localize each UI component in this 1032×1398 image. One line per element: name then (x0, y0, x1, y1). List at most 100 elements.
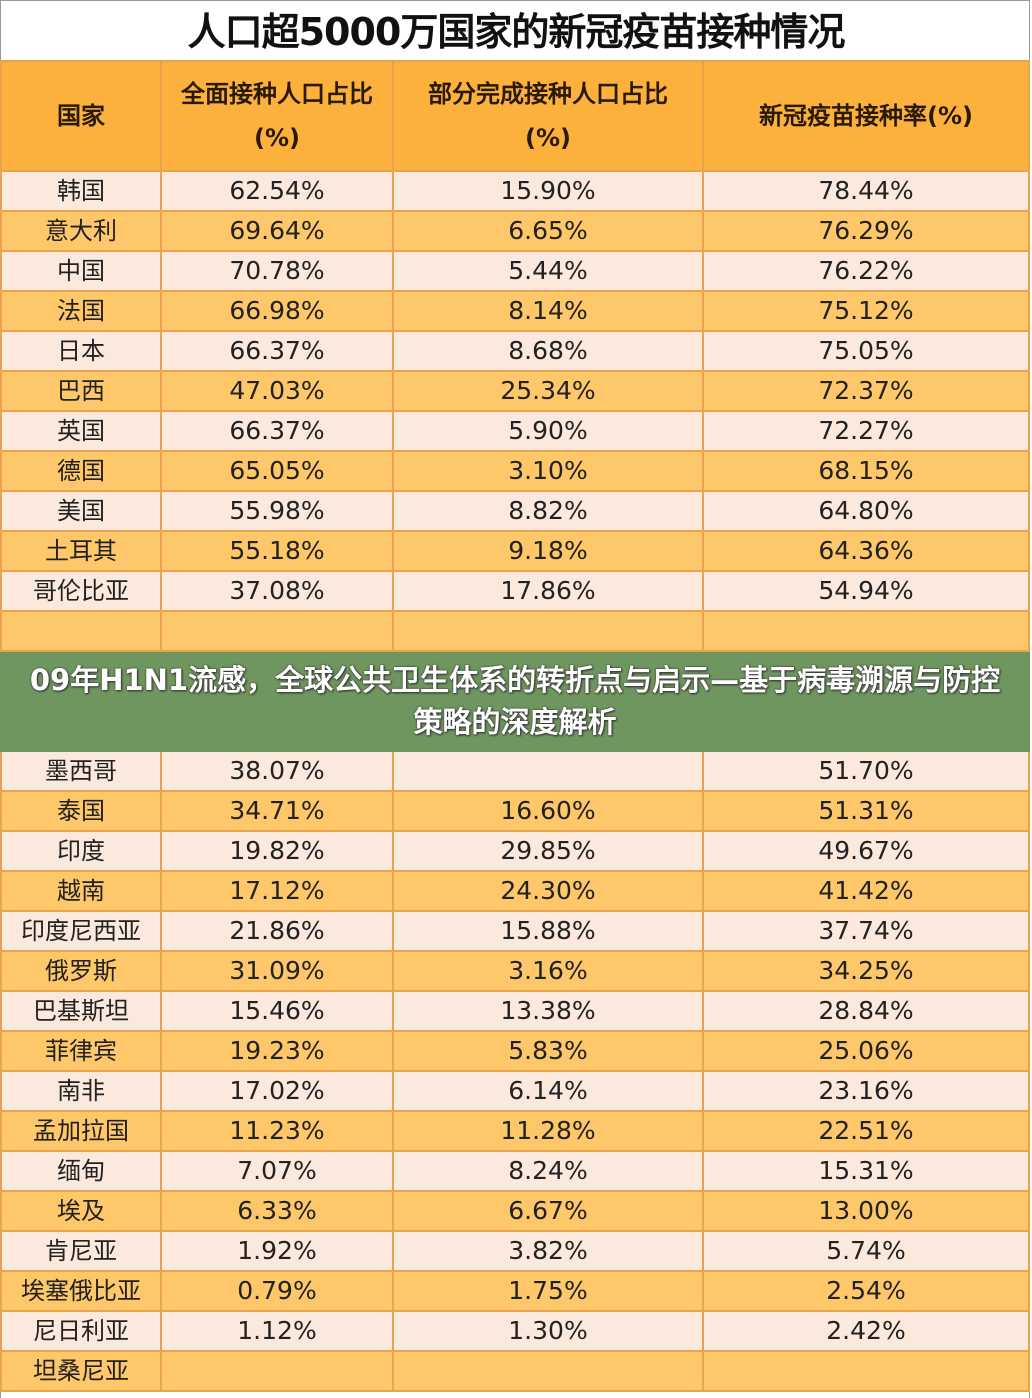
cell-country: 孟加拉国 (0, 1110, 162, 1152)
table-row: 巴基斯坦 15.46% 13.38% 28.84% (0, 990, 1030, 1032)
cell-country: 中国 (0, 250, 162, 292)
cell-vaccination-rate: 72.27% (702, 410, 1030, 452)
vaccination-table: 国家 全面接种人口占比 (%) 部分完成接种人口占比 (%) 新冠疫苗接种率(%) … (0, 60, 1030, 1392)
cell-partial-vaccinated: 5.44% (392, 250, 704, 292)
header-full-vaccinated: 全面接种人口占比 (%) (160, 60, 394, 172)
header-text: 新冠疫苗接种率(%) (759, 102, 973, 130)
cell-vaccination-rate: 78.44% (702, 170, 1030, 212)
table-row: 中国 70.78% 5.44% 76.22% (0, 250, 1030, 292)
cell-vaccination-rate: 13.00% (702, 1190, 1030, 1232)
table-row: 日本 66.37% 8.68% 75.05% (0, 330, 1030, 372)
cell-full-vaccinated: 0.79% (160, 1270, 394, 1312)
header-unit: (%) (254, 124, 300, 152)
cell-country: 土耳其 (0, 530, 162, 572)
cell-country (0, 610, 162, 652)
cell-vaccination-rate: 22.51% (702, 1110, 1030, 1152)
cell-full-vaccinated (160, 1350, 394, 1392)
cell-partial-vaccinated: 8.14% (392, 290, 704, 332)
cell-vaccination-rate: 75.12% (702, 290, 1030, 332)
cell-country: 韩国 (0, 170, 162, 212)
cell-full-vaccinated: 7.07% (160, 1150, 394, 1192)
table-row: 印度 19.82% 29.85% 49.67% (0, 830, 1030, 872)
cell-partial-vaccinated: 16.60% (392, 790, 704, 832)
cell-country: 意大利 (0, 210, 162, 252)
table-row: 英国 66.37% 5.90% 72.27% (0, 410, 1030, 452)
cell-full-vaccinated: 65.05% (160, 450, 394, 492)
cell-vaccination-rate: 51.31% (702, 790, 1030, 832)
cell-country: 肯尼亚 (0, 1230, 162, 1272)
cell-country: 埃及 (0, 1190, 162, 1232)
cell-partial-vaccinated: 8.82% (392, 490, 704, 532)
cell-full-vaccinated: 17.02% (160, 1070, 394, 1112)
cell-partial-vaccinated: 3.10% (392, 450, 704, 492)
cell-country: 德国 (0, 450, 162, 492)
table-row: 越南 17.12% 24.30% 41.42% (0, 870, 1030, 912)
cell-vaccination-rate (702, 610, 1030, 652)
table-row: 尼日利亚 1.12% 1.30% 2.42% (0, 1310, 1030, 1352)
caption-overlay: 09年H1N1流感，全球公共卫生体系的转折点与启示—基于病毒溯源与防控策略的深度… (0, 650, 1030, 752)
cell-full-vaccinated: 37.08% (160, 570, 394, 612)
table-row: 法国 66.98% 8.14% 75.12% (0, 290, 1030, 332)
table-title: 人口超5000万国家的新冠疫苗接种情况 (187, 10, 846, 54)
cell-partial-vaccinated: 8.68% (392, 330, 704, 372)
cell-full-vaccinated: 15.46% (160, 990, 394, 1032)
cell-vaccination-rate: 72.37% (702, 370, 1030, 412)
cell-country: 越南 (0, 870, 162, 912)
header-text: 部分完成接种人口占比 (428, 80, 668, 108)
cell-vaccination-rate: 2.42% (702, 1310, 1030, 1352)
cell-full-vaccinated: 62.54% (160, 170, 394, 212)
cell-country: 英国 (0, 410, 162, 452)
table-row: 孟加拉国 11.23% 11.28% 22.51% (0, 1110, 1030, 1152)
cell-vaccination-rate: 76.22% (702, 250, 1030, 292)
table-row: 菲律宾 19.23% 5.83% 25.06% (0, 1030, 1030, 1072)
cell-country: 法国 (0, 290, 162, 332)
cell-vaccination-rate: 51.70% (702, 750, 1030, 792)
table-row: 土耳其 55.18% 9.18% 64.36% (0, 530, 1030, 572)
cell-full-vaccinated (160, 610, 394, 652)
cell-full-vaccinated: 55.18% (160, 530, 394, 572)
table-row: 肯尼亚 1.92% 3.82% 5.74% (0, 1230, 1030, 1272)
cell-partial-vaccinated: 8.24% (392, 1150, 704, 1192)
table-row: 埃及 6.33% 6.67% 13.00% (0, 1190, 1030, 1232)
cell-partial-vaccinated (392, 610, 704, 652)
cell-full-vaccinated: 31.09% (160, 950, 394, 992)
cell-full-vaccinated: 6.33% (160, 1190, 394, 1232)
table-row: 俄罗斯 31.09% 3.16% 34.25% (0, 950, 1030, 992)
table-row: 巴西 47.03% 25.34% 72.37% (0, 370, 1030, 412)
header-text: 国家 (57, 102, 105, 130)
cell-country: 美国 (0, 490, 162, 532)
cell-vaccination-rate: 5.74% (702, 1230, 1030, 1272)
cell-full-vaccinated: 17.12% (160, 870, 394, 912)
cell-vaccination-rate: 54.94% (702, 570, 1030, 612)
cell-vaccination-rate: 76.29% (702, 210, 1030, 252)
cell-vaccination-rate: 64.36% (702, 530, 1030, 572)
header-partial-vaccinated: 部分完成接种人口占比 (%) (392, 60, 704, 172)
cell-full-vaccinated: 69.64% (160, 210, 394, 252)
cell-country: 巴基斯坦 (0, 990, 162, 1032)
cell-full-vaccinated: 70.78% (160, 250, 394, 292)
cell-country: 哥伦比亚 (0, 570, 162, 612)
cell-vaccination-rate: 41.42% (702, 870, 1030, 912)
table-row: 印度尼西亚 21.86% 15.88% 37.74% (0, 910, 1030, 952)
cell-full-vaccinated: 11.23% (160, 1110, 394, 1152)
cell-partial-vaccinated: 6.14% (392, 1070, 704, 1112)
cell-partial-vaccinated: 6.65% (392, 210, 704, 252)
cell-partial-vaccinated: 3.82% (392, 1230, 704, 1272)
cell-country: 印度尼西亚 (0, 910, 162, 952)
cell-partial-vaccinated (392, 1350, 704, 1392)
table-row: 埃塞俄比亚 0.79% 1.75% 2.54% (0, 1270, 1030, 1312)
table-row (0, 610, 1030, 652)
cell-full-vaccinated: 21.86% (160, 910, 394, 952)
cell-partial-vaccinated: 9.18% (392, 530, 704, 572)
cell-country: 埃塞俄比亚 (0, 1270, 162, 1312)
cell-vaccination-rate: 25.06% (702, 1030, 1030, 1072)
cell-partial-vaccinated: 15.90% (392, 170, 704, 212)
cell-country: 俄罗斯 (0, 950, 162, 992)
cell-country: 尼日利亚 (0, 1310, 162, 1352)
header-country: 国家 (0, 60, 162, 172)
table-row: 韩国 62.54% 15.90% 78.44% (0, 170, 1030, 212)
header-row: 国家 全面接种人口占比 (%) 部分完成接种人口占比 (%) 新冠疫苗接种率(%) (0, 60, 1030, 172)
cell-full-vaccinated: 1.12% (160, 1310, 394, 1352)
header-unit: (%) (525, 124, 571, 152)
cell-country: 菲律宾 (0, 1030, 162, 1072)
